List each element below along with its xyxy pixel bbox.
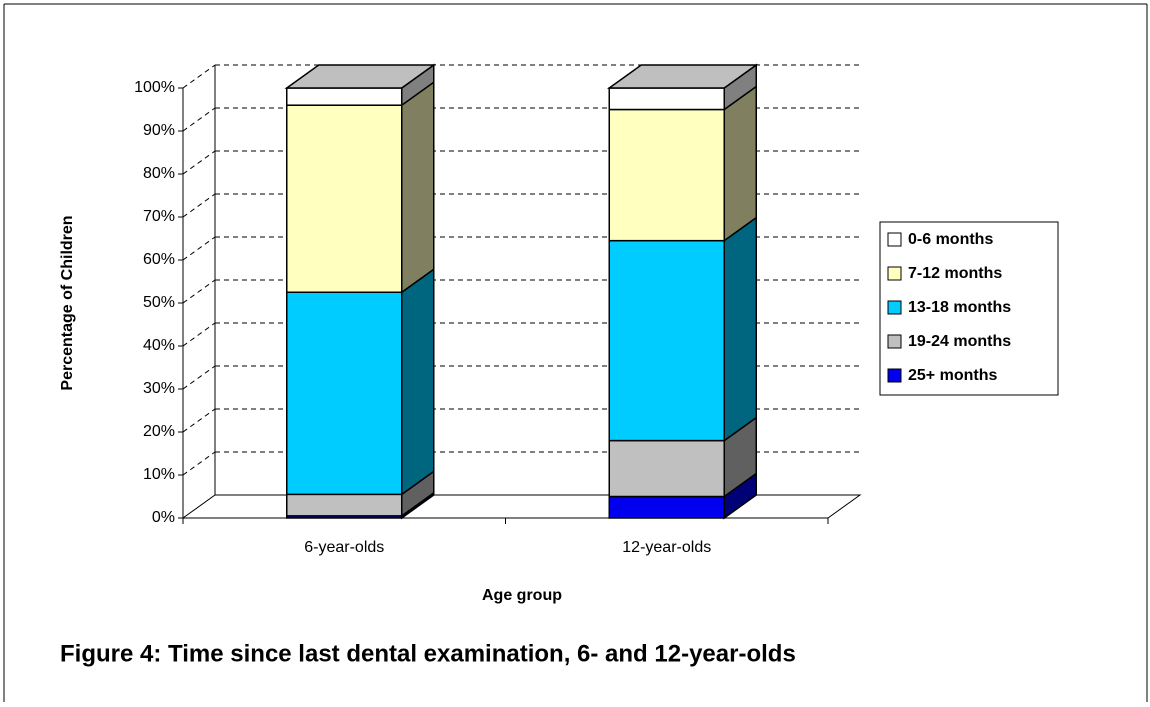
y-tick-label: 60%	[143, 251, 175, 268]
grid-line	[182, 193, 216, 218]
y-tick-label: 30%	[143, 380, 175, 397]
bar-segment	[608, 239, 725, 442]
legend-swatch	[887, 368, 902, 383]
y-tick-label: 90%	[143, 122, 175, 139]
y-tick-label: 10%	[143, 466, 175, 483]
legend-label: 19-24 months	[908, 333, 1011, 350]
grid-line	[182, 279, 216, 304]
legend-label: 13-18 months	[908, 299, 1011, 316]
grid-line	[182, 451, 216, 476]
bar-segment	[608, 108, 725, 242]
bar-side	[723, 85, 757, 243]
y-tick-label: 70%	[143, 208, 175, 225]
legend-box	[879, 221, 1059, 396]
x-tick-label: 12-year-olds	[622, 539, 711, 556]
x-axis-title: Age group	[482, 587, 562, 604]
bar-segment	[608, 439, 725, 498]
bar-top	[284, 64, 437, 89]
y-tick-label: 50%	[143, 294, 175, 311]
bar-side	[723, 216, 757, 443]
x-tick-label: 6-year-olds	[304, 539, 384, 556]
grid-line	[182, 322, 216, 347]
legend-label: 25+ months	[908, 367, 997, 384]
bar-side	[401, 267, 435, 496]
legend-label: 7-12 months	[908, 265, 1002, 282]
grid-line	[182, 408, 216, 433]
bar-segment	[286, 87, 403, 106]
legend-swatch	[887, 232, 902, 247]
bar-segment	[286, 291, 403, 496]
bar-segment	[608, 87, 725, 111]
y-tick-label: 80%	[143, 165, 175, 182]
bar-top	[606, 64, 759, 89]
y-tick-label: 20%	[143, 423, 175, 440]
bar-side	[401, 80, 435, 294]
y-tick-label: 0%	[152, 509, 175, 526]
legend-label: 0-6 months	[908, 231, 993, 248]
legend-swatch	[887, 334, 902, 349]
y-tick-label: 40%	[143, 337, 175, 354]
legend-swatch	[887, 266, 902, 281]
grid-line	[182, 365, 216, 390]
grid-line	[182, 64, 216, 89]
caption: Figure 4: Time since last dental examina…	[60, 640, 796, 667]
bar-segment	[608, 495, 725, 519]
grid-line	[182, 236, 216, 261]
y-axis-title: Percentage of Children	[59, 215, 76, 390]
y-tick-label: 100%	[134, 79, 175, 96]
bar-segment	[286, 104, 403, 293]
legend-swatch	[887, 300, 902, 315]
grid-line	[182, 107, 216, 132]
grid-line	[182, 150, 216, 175]
bar-segment	[286, 493, 403, 517]
floor	[181, 494, 862, 519]
